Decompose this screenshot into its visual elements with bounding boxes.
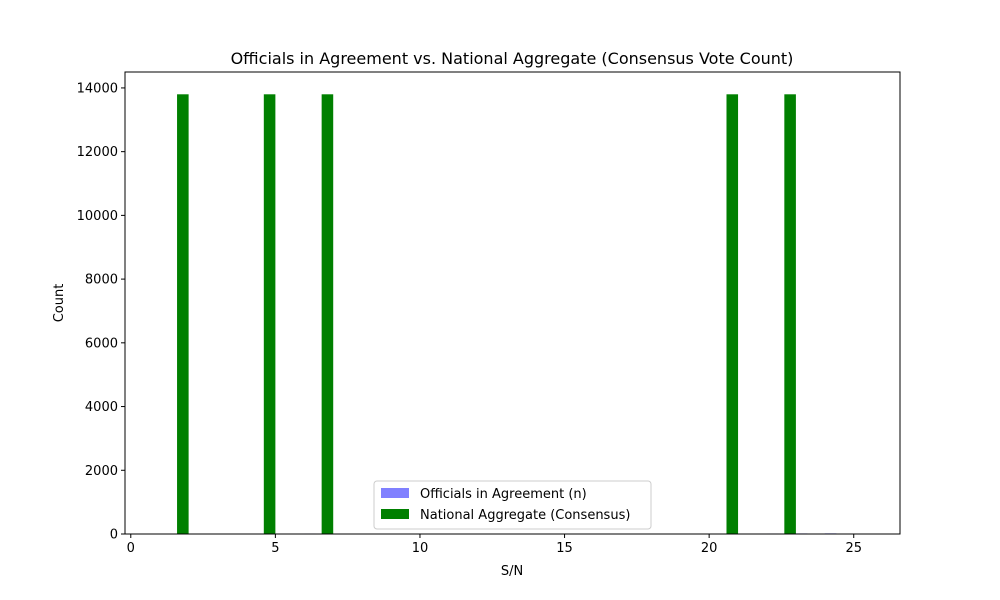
y-axis-ticks: 0 2000 4000 6000 8000 10000 12000 14000	[77, 81, 125, 543]
bar-series1-sn-21	[726, 94, 739, 535]
x-tick-label: 5	[271, 541, 279, 556]
bar-series1-sn-5	[263, 94, 276, 535]
bar-series1-sn-2	[177, 94, 189, 535]
legend: Officials in Agreement (n) National Aggr…	[373, 480, 652, 530]
y-tick-label: 0	[110, 528, 118, 543]
chart-title: Officials in Agreement vs. National Aggr…	[231, 49, 794, 68]
legend-swatch-officials	[381, 488, 409, 498]
y-tick-label: 8000	[85, 273, 118, 288]
y-tick-label: 6000	[85, 336, 118, 351]
y-tick-label: 2000	[85, 464, 118, 479]
x-axis-label: S/N	[501, 564, 523, 579]
legend-label-officials: Officials in Agreement (n)	[420, 487, 587, 502]
x-tick-label: 20	[701, 541, 718, 556]
x-tick-label: 15	[556, 541, 573, 556]
bar-series1-sn-23	[784, 94, 796, 535]
y-tick-label: 10000	[77, 209, 118, 224]
legend-box	[373, 480, 652, 530]
x-tick-label: 0	[127, 541, 135, 556]
y-axis-label: Count	[52, 284, 67, 323]
x-tick-label: 25	[845, 541, 862, 556]
plot-frame	[124, 71, 901, 535]
legend-label-national: National Aggregate (Consensus)	[420, 508, 630, 523]
legend-swatch-national	[381, 509, 409, 519]
bar-series1-sn-7	[321, 94, 334, 535]
bars-group	[177, 94, 866, 535]
y-tick-label: 12000	[77, 145, 118, 160]
y-tick-label: 4000	[85, 400, 118, 415]
x-tick-label: 10	[412, 541, 429, 556]
x-axis-ticks: 0 5 10 15 20 25	[127, 534, 862, 556]
y-tick-label: 14000	[77, 81, 118, 96]
